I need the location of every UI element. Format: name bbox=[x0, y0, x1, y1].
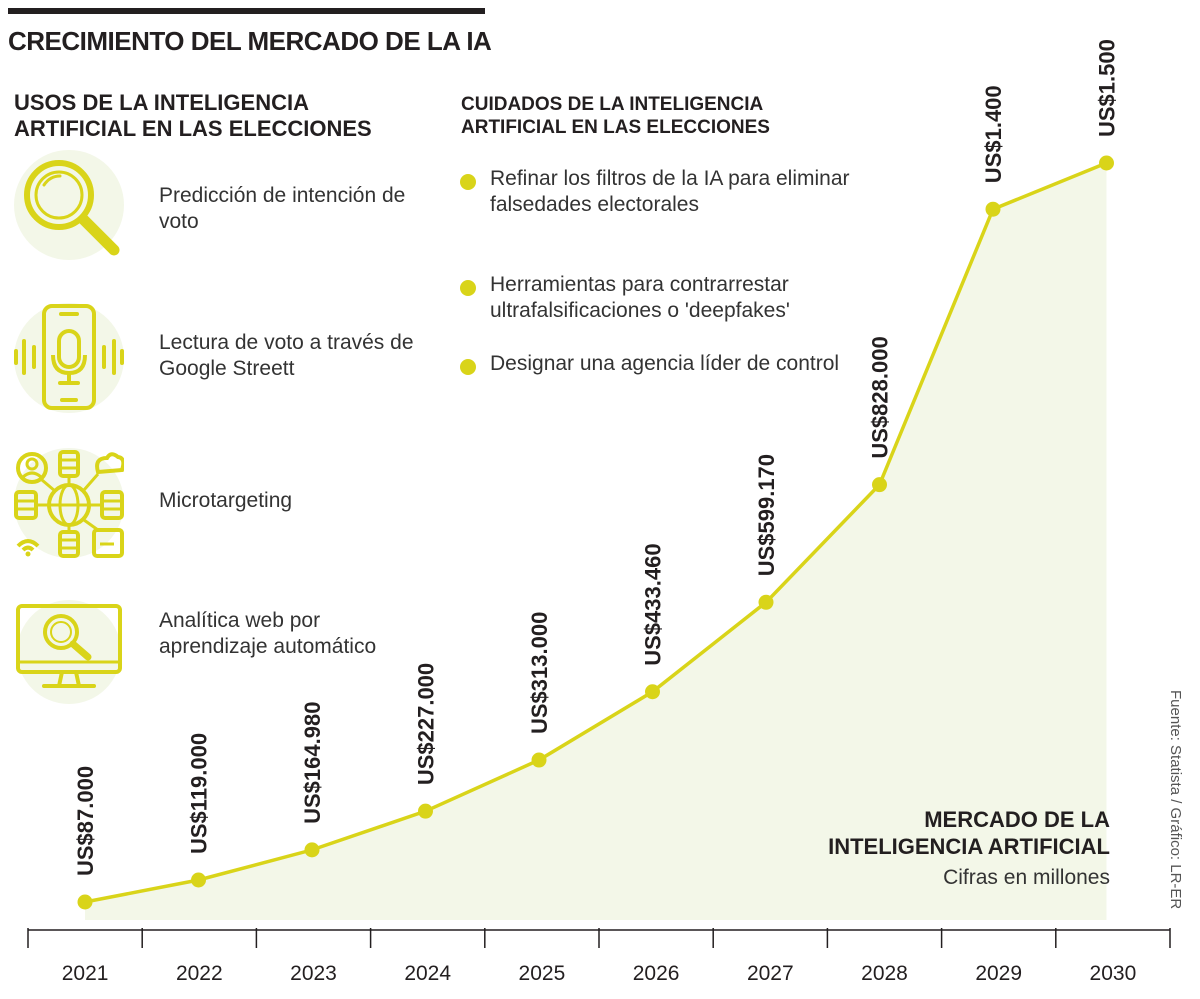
bullet-dot-icon bbox=[460, 280, 476, 296]
bullet-dot-icon bbox=[460, 359, 476, 375]
data-label: US$828.000 bbox=[868, 336, 893, 458]
data-point bbox=[872, 477, 887, 493]
data-point bbox=[1099, 155, 1114, 171]
x-tick-label: 2025 bbox=[519, 962, 566, 985]
x-tick-label: 2022 bbox=[176, 962, 223, 985]
x-tick-label: 2026 bbox=[633, 962, 680, 985]
smartphone-microphone-icon bbox=[14, 303, 124, 413]
data-point bbox=[758, 594, 774, 610]
use-item: Analítica web por aprendizaje automático bbox=[14, 600, 434, 710]
data-label: US$599.170 bbox=[754, 454, 779, 576]
market-title: MERCADO DE LA INTELIGENCIA ARTIFICIAL bbox=[828, 807, 1110, 859]
use-label: Analítica web por aprendizaje automático bbox=[159, 609, 377, 658]
data-point bbox=[77, 894, 93, 910]
data-label: US$1.500 bbox=[1095, 39, 1120, 137]
care-text: Refinar los filtros de la IA para elimin… bbox=[490, 167, 850, 216]
data-point bbox=[418, 803, 433, 819]
x-tick-label: 2029 bbox=[975, 962, 1022, 985]
x-tick-label: 2021 bbox=[62, 962, 109, 985]
data-label: US$87.000 bbox=[73, 766, 98, 876]
use-label: Predicción de intención de voto bbox=[159, 184, 406, 233]
data-point bbox=[304, 842, 320, 858]
data-point bbox=[191, 872, 206, 888]
uses-title: USOS DE LA INTELIGENCIA ARTIFICIAL EN LA… bbox=[14, 90, 372, 141]
data-label: US$164.980 bbox=[300, 702, 325, 824]
care-text: Designar una agencia líder de control bbox=[490, 352, 840, 375]
bullet-dot-icon bbox=[460, 174, 476, 190]
use-item: Lectura de voto a través de Google Stree… bbox=[14, 303, 434, 413]
source-note: Fuente: Statista / Gráfico: LR-ER bbox=[1167, 690, 1184, 910]
data-point bbox=[985, 201, 1001, 217]
use-label: Lectura de voto a través de Google Stree… bbox=[159, 331, 414, 380]
x-axis: 2021 2022 2023 2024 2025 2026 2027 2028 2029 2030 bbox=[27, 928, 1171, 985]
main-title: CRECIMIENTO DEL MERCADO DE LA IA bbox=[8, 26, 492, 56]
data-label: US$227.000 bbox=[414, 663, 439, 785]
x-tick-label: 2030 bbox=[1090, 962, 1137, 985]
care-title: CUIDADOS DE LA INTELIGENCIA ARTIFICIAL E… bbox=[461, 94, 770, 138]
data-point bbox=[531, 752, 547, 768]
chart-area-fill bbox=[85, 163, 1107, 920]
use-item: Microtargeting bbox=[14, 448, 434, 558]
use-item: Predicción de intención de voto bbox=[14, 150, 434, 260]
data-label: US$1.400 bbox=[981, 85, 1006, 183]
data-label: US$313.000 bbox=[527, 612, 552, 734]
top-rule bbox=[8, 8, 485, 14]
care-text: Herramientas para contrarrestar ultrafal… bbox=[490, 273, 790, 322]
data-point bbox=[645, 684, 660, 700]
x-tick-label: 2028 bbox=[861, 962, 908, 985]
data-label: US$119.000 bbox=[187, 733, 212, 854]
series-line bbox=[84, 161, 1108, 904]
market-subtitle: Cifras en millones bbox=[943, 866, 1110, 889]
network-globe-icon bbox=[14, 448, 124, 558]
x-tick-label: 2023 bbox=[290, 962, 337, 985]
magnifier-icon bbox=[14, 150, 124, 260]
use-label: Microtargeting bbox=[159, 489, 293, 512]
x-tick-label: 2024 bbox=[404, 962, 451, 985]
data-label: US$433.460 bbox=[641, 543, 666, 665]
monitor-search-icon bbox=[16, 600, 122, 704]
x-tick-label: 2027 bbox=[747, 962, 794, 985]
